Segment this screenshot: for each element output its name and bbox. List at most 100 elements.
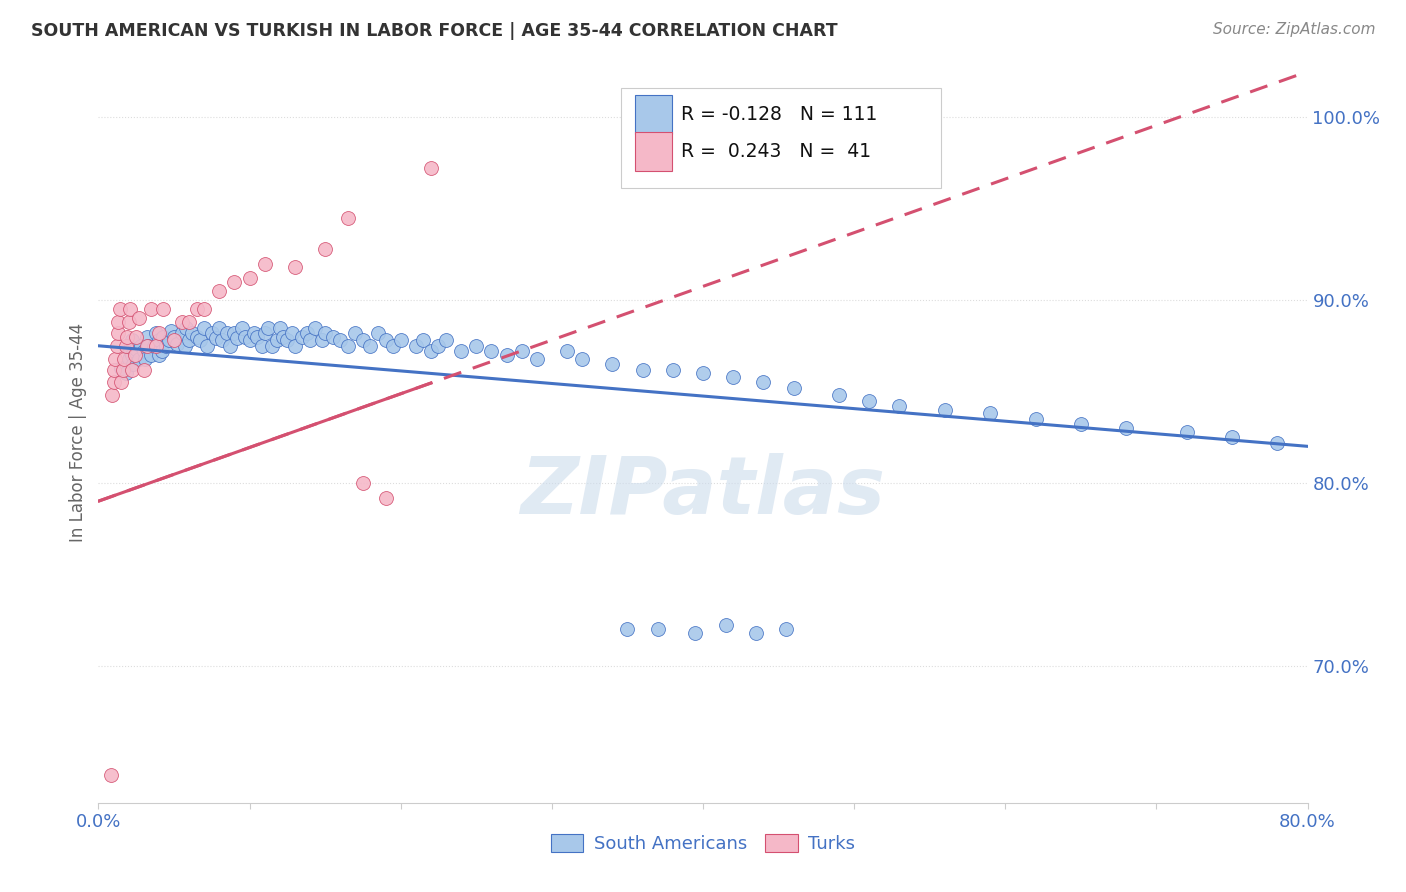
Point — [420, 344, 443, 359]
Point — [128, 351, 150, 366]
Point — [266, 334, 288, 348]
Point — [427, 339, 450, 353]
Point — [329, 334, 352, 348]
Point — [661, 362, 683, 376]
Point — [979, 406, 1001, 420]
Point — [150, 344, 173, 359]
Point — [125, 343, 148, 357]
Point — [602, 357, 624, 371]
Point — [148, 334, 170, 348]
Point — [148, 326, 170, 340]
Point — [179, 334, 201, 348]
Point — [420, 161, 443, 176]
Point — [163, 329, 186, 343]
Point — [224, 326, 246, 340]
Point — [374, 334, 396, 348]
Point — [495, 348, 517, 362]
Point — [284, 339, 307, 353]
Point — [405, 339, 427, 353]
FancyBboxPatch shape — [621, 88, 941, 188]
Point — [181, 326, 204, 340]
Point — [352, 334, 374, 348]
Text: SOUTH AMERICAN VS TURKISH IN LABOR FORCE | AGE 35-44 CORRELATION CHART: SOUTH AMERICAN VS TURKISH IN LABOR FORCE… — [31, 22, 838, 40]
Point — [201, 326, 224, 340]
Point — [382, 339, 405, 353]
Point — [314, 326, 336, 340]
Point — [188, 334, 211, 348]
Point — [262, 339, 284, 353]
Point — [828, 388, 851, 402]
Point — [136, 339, 159, 353]
Point — [271, 329, 294, 343]
Point — [745, 625, 768, 640]
Point — [120, 302, 142, 317]
Point — [129, 339, 152, 353]
Point — [128, 311, 150, 326]
Point — [215, 326, 238, 340]
Point — [723, 369, 745, 384]
Point — [256, 320, 278, 334]
Point — [253, 326, 276, 340]
Point — [152, 329, 174, 343]
Point — [344, 326, 367, 340]
Point — [450, 344, 472, 359]
Point — [291, 329, 314, 343]
Point — [211, 334, 233, 348]
Point — [858, 393, 880, 408]
Bar — [636, 95, 672, 134]
Point — [510, 344, 533, 359]
Point — [231, 320, 253, 334]
Point — [163, 334, 186, 348]
Point — [125, 329, 148, 343]
Point — [571, 351, 593, 366]
Point — [233, 329, 256, 343]
Point — [159, 334, 181, 348]
Point — [314, 242, 336, 256]
Point — [118, 351, 141, 366]
Point — [889, 399, 911, 413]
Point — [108, 302, 131, 317]
Point — [434, 334, 457, 348]
Point — [170, 326, 193, 340]
Point — [1024, 412, 1046, 426]
Point — [134, 351, 156, 366]
Point — [124, 348, 146, 362]
Point — [1267, 435, 1289, 450]
Point — [934, 402, 956, 417]
Point — [1115, 421, 1137, 435]
Point — [160, 324, 183, 338]
Bar — [636, 132, 672, 170]
Point — [269, 320, 291, 334]
Point — [104, 351, 127, 366]
Point — [114, 339, 136, 353]
Point — [111, 362, 134, 376]
Point — [389, 334, 412, 348]
Point — [412, 334, 434, 348]
Point — [336, 339, 359, 353]
Point — [1175, 425, 1198, 439]
Point — [352, 475, 374, 490]
Point — [526, 351, 548, 366]
Point — [173, 339, 195, 353]
Point — [1070, 417, 1092, 432]
Point — [107, 326, 129, 340]
Point — [783, 381, 806, 395]
Point — [143, 339, 166, 353]
Point — [465, 339, 488, 353]
Point — [174, 320, 197, 334]
Point — [311, 334, 333, 348]
Point — [145, 339, 167, 353]
Point — [243, 326, 266, 340]
Point — [132, 344, 155, 359]
Text: ZIPatlas: ZIPatlas — [520, 453, 886, 531]
Point — [186, 302, 208, 317]
Point — [179, 315, 201, 329]
Point — [193, 320, 215, 334]
Point — [166, 337, 188, 351]
Text: Source: ZipAtlas.com: Source: ZipAtlas.com — [1212, 22, 1375, 37]
Point — [616, 622, 638, 636]
Y-axis label: In Labor Force | Age 35-44: In Labor Force | Age 35-44 — [69, 323, 87, 542]
Point — [121, 334, 143, 348]
Point — [1220, 430, 1243, 444]
Point — [239, 271, 262, 285]
